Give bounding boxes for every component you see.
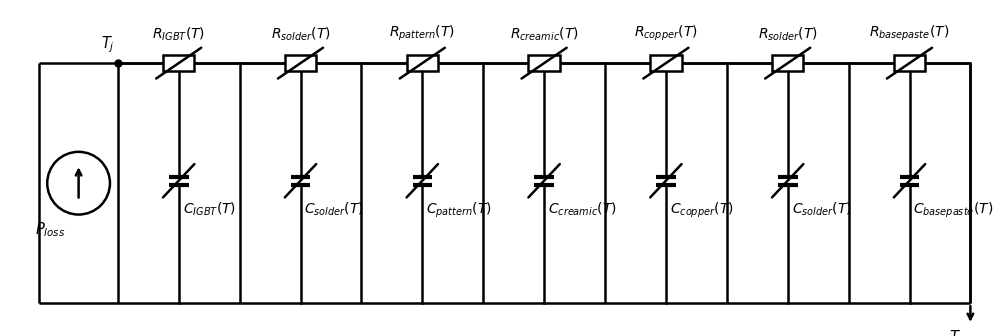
Bar <box>650 55 682 71</box>
Bar <box>285 55 316 71</box>
Text: $T_j$: $T_j$ <box>101 35 115 55</box>
Text: $R_{solder}(T)$: $R_{solder}(T)$ <box>758 25 818 43</box>
Bar <box>163 55 194 71</box>
Text: $R_{pattern}(T)$: $R_{pattern}(T)$ <box>389 23 455 43</box>
Text: $R_{basepaste}(T)$: $R_{basepaste}(T)$ <box>869 23 950 43</box>
Text: $R_{copper}(T)$: $R_{copper}(T)$ <box>634 23 698 43</box>
Text: $R_{IGBT}(T)$: $R_{IGBT}(T)$ <box>152 25 205 43</box>
Text: $C_{solder}(T)$: $C_{solder}(T)$ <box>304 200 364 218</box>
Bar <box>407 55 438 71</box>
Text: $C_{pattern}(T)$: $C_{pattern}(T)$ <box>426 200 492 220</box>
Bar <box>528 55 560 71</box>
Text: $C_{basepaste}(T)$: $C_{basepaste}(T)$ <box>913 200 994 220</box>
Text: $R_{creamic}(T)$: $R_{creamic}(T)$ <box>510 25 579 43</box>
Text: $T_{die}$: $T_{die}$ <box>949 329 976 336</box>
Bar <box>772 55 803 71</box>
Text: $C_{IGBT}(T)$: $C_{IGBT}(T)$ <box>183 200 236 218</box>
Text: $C_{solder}(T)$: $C_{solder}(T)$ <box>792 200 852 218</box>
Text: $P_{loss}$: $P_{loss}$ <box>35 220 66 239</box>
Bar <box>894 55 925 71</box>
Text: $C_{creamic}(T)$: $C_{creamic}(T)$ <box>548 200 617 218</box>
Text: $C_{copper}(T)$: $C_{copper}(T)$ <box>670 200 734 220</box>
Text: $R_{solder}(T)$: $R_{solder}(T)$ <box>271 25 330 43</box>
